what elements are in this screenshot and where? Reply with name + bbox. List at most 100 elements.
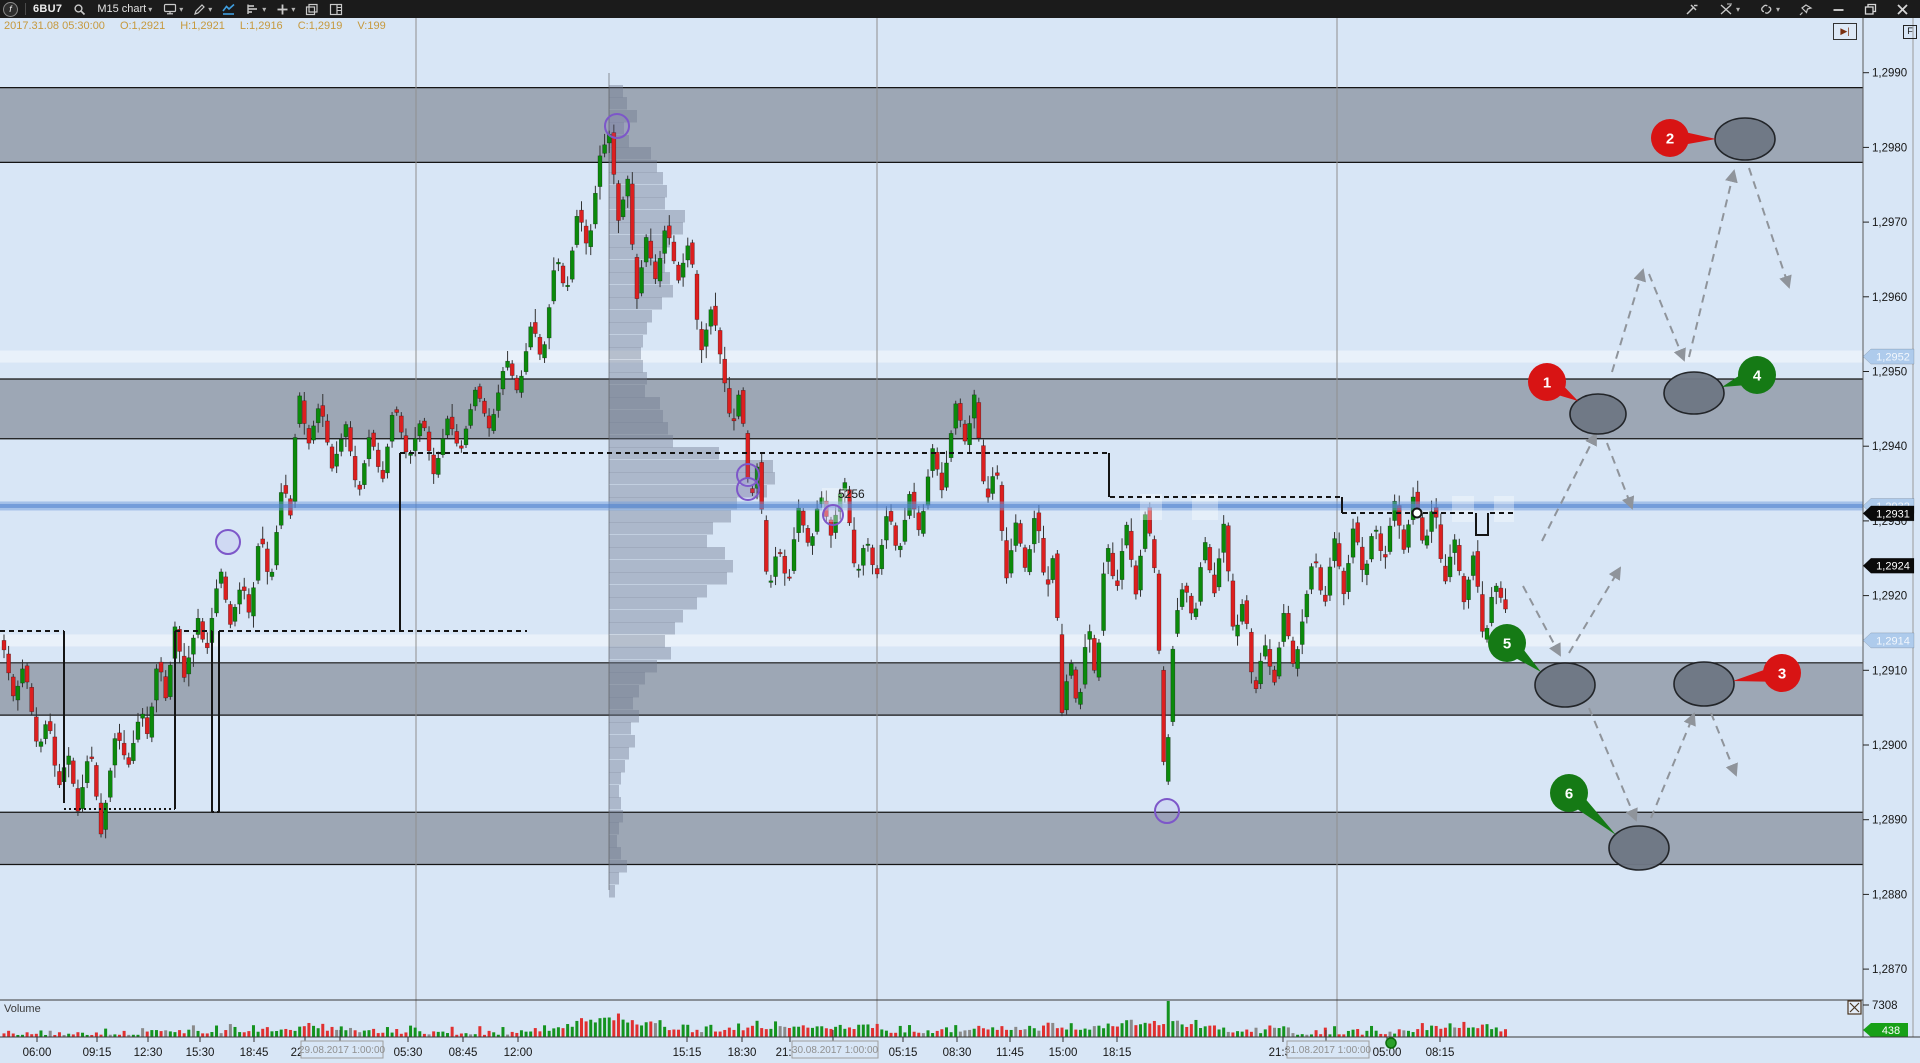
level-stripe[interactable] xyxy=(0,350,1863,363)
level-stripe[interactable] xyxy=(0,634,1863,647)
target-ellipse[interactable] xyxy=(1714,117,1776,161)
time-tick-label: 12:30 xyxy=(134,1047,163,1059)
toolbar-right: ▾ ▾ xyxy=(1680,0,1920,18)
close-button[interactable] xyxy=(1896,3,1909,16)
scenario-balloon[interactable] xyxy=(1738,356,1776,394)
restore-button[interactable] xyxy=(1864,3,1877,16)
volume-bar xyxy=(630,1020,634,1037)
volume-bar xyxy=(233,1026,237,1037)
swing-marker-circle[interactable] xyxy=(604,113,630,139)
volume-bar xyxy=(843,1028,847,1037)
projection-arrow xyxy=(1748,167,1792,289)
poc-value-label: 5256 xyxy=(838,487,865,501)
volume-bar xyxy=(570,1026,574,1037)
target-ellipse[interactable] xyxy=(1673,661,1735,707)
panels-layout-icon[interactable] xyxy=(329,3,343,16)
time-tick-label: 08:45 xyxy=(449,1047,478,1059)
target-ellipse[interactable] xyxy=(1569,393,1627,435)
volume-bar xyxy=(940,1029,944,1037)
target-ellipse[interactable] xyxy=(1663,371,1725,415)
scenario-balloon[interactable] xyxy=(1550,774,1588,812)
candle-body xyxy=(768,580,774,583)
pattern-line[interactable] xyxy=(64,808,219,813)
swing-marker-circle[interactable] xyxy=(736,477,760,501)
balloon-number: 6 xyxy=(1565,786,1573,803)
candle-body xyxy=(426,431,432,452)
swing-marker-circle[interactable] xyxy=(822,504,844,526)
price-tick-label: 1,2980 xyxy=(1872,142,1907,154)
volume-bar xyxy=(1078,1029,1082,1037)
minimize-button[interactable] xyxy=(1832,3,1845,16)
volume-bar xyxy=(1420,1023,1424,1037)
volume-profile-dropdown[interactable]: ▾ xyxy=(246,3,266,16)
volume-profile-row xyxy=(609,472,775,485)
candle-body xyxy=(1202,542,1208,561)
add-object-dropdown[interactable]: ▾ xyxy=(276,3,295,16)
candle-body xyxy=(717,330,723,355)
price-zone[interactable] xyxy=(0,87,1863,163)
volume-bar xyxy=(783,1026,787,1037)
swing-marker-circle[interactable] xyxy=(1154,798,1180,824)
candle-body xyxy=(1494,585,1499,592)
candle-body xyxy=(232,606,238,622)
search-icon[interactable] xyxy=(73,3,86,16)
volume-profile-row xyxy=(609,560,733,573)
snap-mode-dropdown[interactable]: ▾ xyxy=(1719,3,1740,16)
timeframe-dropdown[interactable]: M15 chart ▾ xyxy=(97,3,152,15)
volume-bar xyxy=(335,1029,339,1037)
scenario-balloon[interactable] xyxy=(1528,363,1566,401)
candle-body xyxy=(440,438,446,455)
candle-body xyxy=(1004,540,1009,579)
volume-bar xyxy=(1273,1027,1276,1037)
time-tick-label: 06:00 xyxy=(23,1047,52,1059)
volume-bar xyxy=(663,1026,667,1037)
price-axis[interactable] xyxy=(1863,18,1920,1063)
volume-bar xyxy=(427,1034,431,1037)
volume-bar xyxy=(446,1033,450,1037)
volume-bar xyxy=(894,1032,898,1037)
price-zone[interactable] xyxy=(0,812,1863,865)
candle-body xyxy=(981,445,986,482)
scenario-balloon[interactable] xyxy=(1488,624,1526,662)
indicator-icon[interactable] xyxy=(222,3,236,16)
pattern-line[interactable] xyxy=(399,453,1489,630)
volume-bar xyxy=(1333,1026,1337,1037)
chart-view-dropdown[interactable]: ▾ xyxy=(163,3,183,15)
volume-bar xyxy=(1092,1026,1096,1037)
volume-bar xyxy=(750,1025,754,1037)
candle-body xyxy=(1110,552,1116,577)
pattern-line[interactable] xyxy=(400,452,1515,514)
volume-bar xyxy=(732,1029,736,1037)
balloon-number: 4 xyxy=(1753,368,1762,385)
candle-body xyxy=(1013,522,1019,546)
link-windows-dropdown[interactable]: ▾ xyxy=(1759,3,1780,16)
app-logo-icon[interactable]: f xyxy=(3,1,18,17)
volume-bar xyxy=(57,1032,61,1037)
volume-bar xyxy=(349,1027,352,1037)
candle-body xyxy=(1216,558,1222,588)
fullscreen-button[interactable]: F xyxy=(1903,25,1917,39)
pin-icon[interactable] xyxy=(1799,3,1813,16)
target-ellipse[interactable] xyxy=(1534,662,1596,708)
target-ellipse[interactable] xyxy=(1608,825,1670,871)
volume-bar xyxy=(16,1034,20,1037)
candle-body xyxy=(560,265,566,284)
goto-end-button[interactable]: ▶| xyxy=(1833,23,1857,40)
scenario-balloon[interactable] xyxy=(1763,654,1801,692)
candle-body xyxy=(459,445,464,449)
scenario-balloon[interactable] xyxy=(1651,119,1689,157)
swing-marker-circle[interactable] xyxy=(215,529,241,555)
tools-icon[interactable] xyxy=(1685,3,1700,16)
volume-bar xyxy=(1166,1001,1170,1037)
pattern-line[interactable] xyxy=(63,631,220,812)
volume-bar xyxy=(797,1026,801,1037)
pattern-marker-circle[interactable] xyxy=(1411,507,1423,519)
duplicate-window-icon[interactable] xyxy=(305,3,319,16)
volume-bar xyxy=(1282,1026,1286,1037)
candle-body xyxy=(1489,596,1494,623)
candle-body xyxy=(736,394,741,417)
draw-tools-dropdown[interactable]: ▾ xyxy=(193,3,212,16)
candle-body xyxy=(787,576,792,579)
time-tick-label: 09:15 xyxy=(83,1047,112,1059)
